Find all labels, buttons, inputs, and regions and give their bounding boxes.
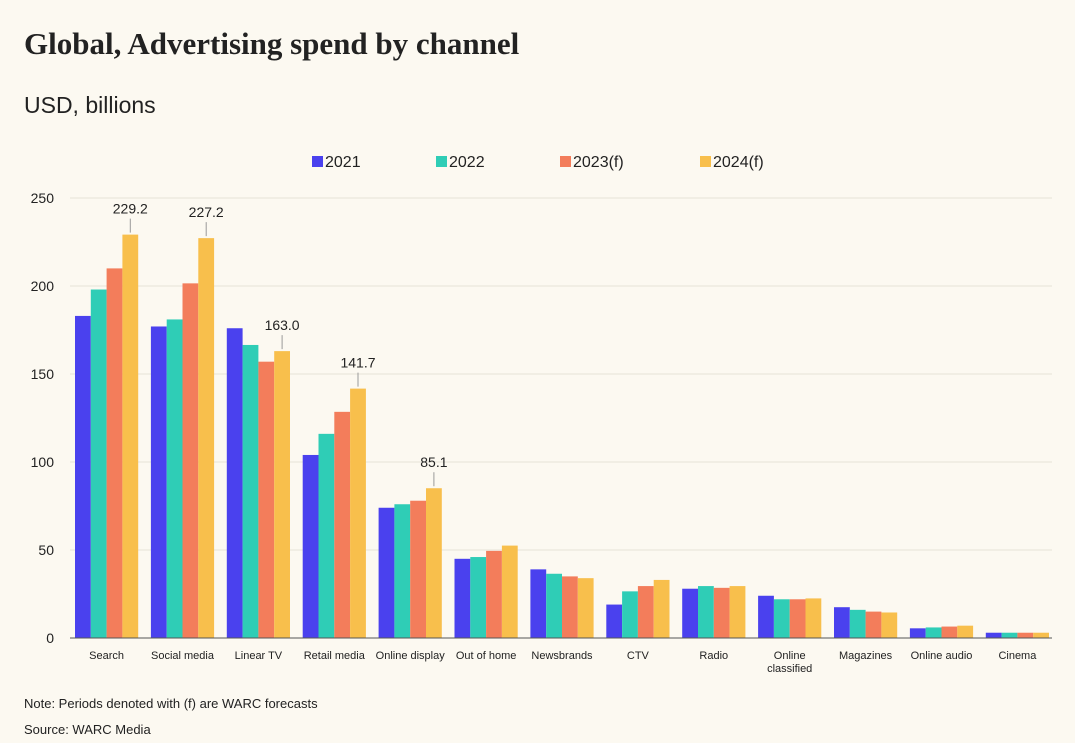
x-tick-label: Magazines bbox=[839, 650, 893, 662]
bar bbox=[622, 591, 638, 638]
bar bbox=[758, 595, 774, 638]
bar bbox=[302, 454, 319, 638]
bar bbox=[698, 586, 714, 638]
bar bbox=[925, 627, 942, 638]
bar bbox=[606, 604, 623, 638]
bar bbox=[909, 628, 926, 638]
bar bbox=[941, 626, 958, 638]
bar bbox=[242, 344, 259, 638]
bar-chart: 0 50 100 150 200 250 Search Social media Linear … bbox=[31, 154, 1052, 675]
bar bbox=[881, 612, 898, 638]
y-tick-label: 100 bbox=[31, 454, 55, 470]
bar bbox=[637, 586, 654, 638]
x-tick-label: Search bbox=[89, 650, 124, 662]
bar bbox=[454, 558, 471, 638]
bar bbox=[182, 283, 199, 638]
bar bbox=[1033, 632, 1049, 638]
x-tick-label: Linear TV bbox=[235, 650, 283, 662]
bar bbox=[122, 234, 139, 638]
bar bbox=[166, 319, 183, 638]
bar bbox=[318, 433, 335, 638]
bar bbox=[258, 361, 275, 638]
bar bbox=[805, 598, 822, 638]
bar bbox=[75, 315, 91, 638]
bar bbox=[1001, 632, 1018, 638]
bar bbox=[577, 578, 594, 638]
x-tick-label: classified bbox=[767, 663, 812, 675]
data-label: 163.0 bbox=[265, 317, 300, 333]
bar bbox=[226, 328, 243, 638]
x-tick-label: Social media bbox=[151, 650, 215, 662]
y-tick-label: 200 bbox=[31, 278, 55, 294]
bar bbox=[378, 507, 395, 638]
bar bbox=[274, 351, 290, 638]
x-tick-label: Out of home bbox=[456, 650, 517, 662]
bar bbox=[985, 632, 1002, 638]
bar bbox=[1017, 632, 1034, 638]
y-tick-label: 0 bbox=[46, 630, 54, 646]
bar bbox=[394, 504, 411, 638]
x-tick-label: Online audio bbox=[911, 650, 973, 662]
data-label: 227.2 bbox=[189, 204, 224, 220]
x-tick-label: CTV bbox=[627, 650, 650, 662]
x-tick-label: Radio bbox=[699, 650, 728, 662]
bar bbox=[849, 609, 866, 638]
source-note: Source: WARC Media bbox=[24, 722, 151, 737]
x-tick-label: Newsbrands bbox=[531, 650, 593, 662]
bar bbox=[546, 573, 562, 638]
bar bbox=[530, 569, 547, 638]
data-label: 229.2 bbox=[113, 201, 148, 217]
legend-label: 2023(f) bbox=[573, 154, 624, 171]
y-tick-label: 250 bbox=[31, 190, 55, 206]
bar bbox=[410, 500, 426, 638]
bar bbox=[150, 326, 167, 638]
x-tick-label: Online display bbox=[376, 650, 446, 662]
legend-label: 2021 bbox=[325, 154, 361, 171]
bar bbox=[426, 488, 442, 638]
bar bbox=[90, 289, 107, 638]
bar bbox=[682, 588, 698, 638]
bar bbox=[334, 411, 351, 638]
data-label: 141.7 bbox=[340, 355, 375, 371]
data-label: 85.1 bbox=[420, 454, 447, 470]
y-tick-label: 150 bbox=[31, 366, 55, 382]
chart-title: Global, Advertising spend by channel bbox=[24, 26, 520, 61]
bar bbox=[713, 587, 730, 638]
bar bbox=[773, 599, 790, 638]
y-tick-label: 50 bbox=[38, 542, 54, 558]
chart-subtitle: USD, billions bbox=[24, 92, 156, 118]
bar bbox=[562, 576, 578, 638]
bar bbox=[865, 611, 882, 638]
bar bbox=[789, 599, 806, 638]
bar bbox=[198, 238, 215, 639]
bar bbox=[729, 586, 746, 638]
x-tick-label: Cinema bbox=[998, 650, 1037, 662]
legend-swatch bbox=[312, 156, 323, 167]
legend-swatch bbox=[700, 156, 711, 167]
bar bbox=[350, 388, 366, 638]
bar bbox=[653, 579, 670, 638]
bar bbox=[834, 607, 850, 638]
legend-label: 2022 bbox=[449, 154, 485, 171]
legend-swatch bbox=[560, 156, 571, 167]
legend-label: 2024(f) bbox=[713, 154, 764, 171]
bar bbox=[957, 625, 974, 638]
footnote: Note: Periods denoted with (f) are WARC … bbox=[24, 696, 318, 711]
legend-swatch bbox=[436, 156, 447, 167]
bar bbox=[486, 550, 502, 638]
x-tick-label: Online bbox=[774, 650, 806, 662]
bar bbox=[501, 545, 518, 638]
bar bbox=[106, 268, 123, 638]
x-tick-label: Retail media bbox=[304, 650, 366, 662]
bar bbox=[470, 557, 487, 638]
